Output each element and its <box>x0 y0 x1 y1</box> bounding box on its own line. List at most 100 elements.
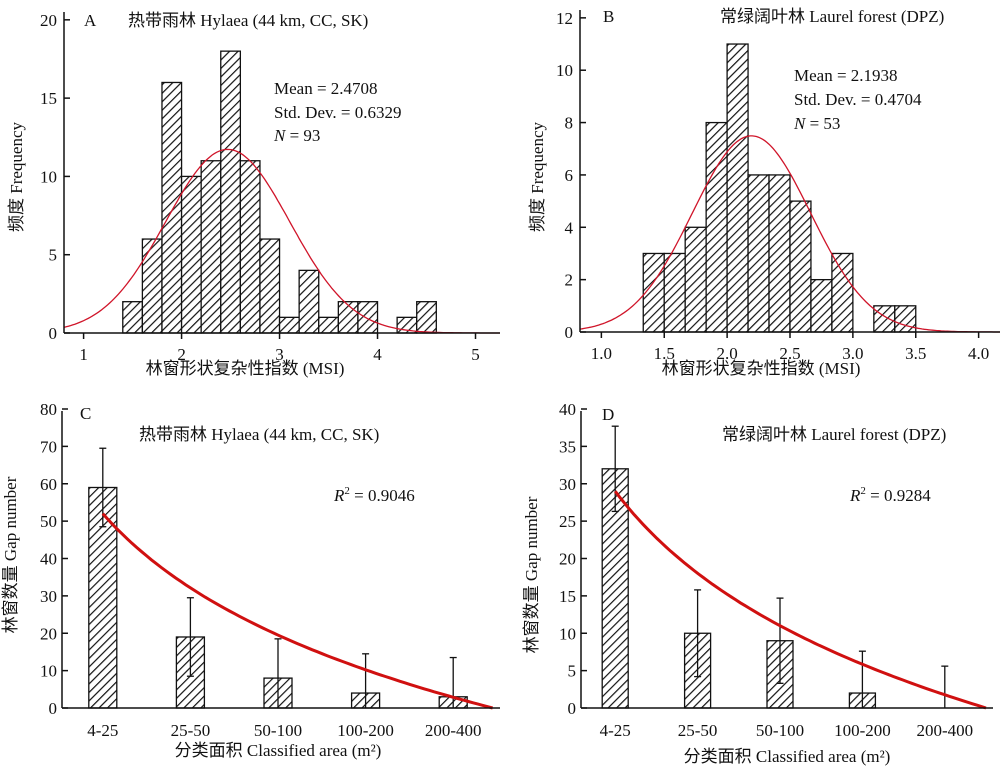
panel-a-bar <box>416 301 437 334</box>
panel-d-x-tick-label: 50-100 <box>756 721 804 740</box>
panel-b-bar <box>747 174 770 333</box>
panel-c-x-tick-label: 200-400 <box>425 721 482 740</box>
panel-a-histogram: 频度 Frequency 林窗形状复杂性指数 (MSI) A 热带雨林 Hyla… <box>7 11 500 378</box>
panel-a-bar <box>141 238 163 334</box>
panel-a-ylabel: 频度 Frequency <box>7 122 26 233</box>
panel-c-bar-chart: 林窗数量 Gap number 分类面积 Classified area (m²… <box>1 400 500 760</box>
panel-d-y-tick-label: 10 <box>559 624 576 643</box>
panel-d-r2-superscript: 2 <box>860 485 866 497</box>
panel-b-bar <box>642 252 665 333</box>
panel-d-x-tick-label: 200-400 <box>916 721 973 740</box>
panel-c-xlabel: 分类面积 Classified area (m²) <box>175 741 382 760</box>
panel-a-y-tick-label: 10 <box>40 167 57 186</box>
panel-d-y-tick-label: 40 <box>559 400 576 419</box>
panel-b-bar <box>894 305 917 333</box>
panel-c-y-tick-label: 0 <box>49 699 58 718</box>
panel-a-mean: Mean = 2.4708 <box>274 79 378 98</box>
panel-d-y-tick-label: 30 <box>559 475 576 494</box>
panel-c-ylabel: 林窗数量 Gap number <box>1 476 20 633</box>
panel-d-r2: R2 = 0.9284 <box>849 485 931 505</box>
panel-b-n-symbol: N <box>793 114 807 133</box>
panel-a-n: N = 93 <box>273 126 320 145</box>
panel-a-bar <box>239 160 261 334</box>
panel-a-letter: A <box>84 11 97 30</box>
panel-c-y-tick-label: 50 <box>40 512 57 531</box>
panel-c-x-tick-label: 50-100 <box>254 721 302 740</box>
panel-a-x-tick-label: 5 <box>471 345 480 364</box>
panel-b-x-tick-label: 2.0 <box>717 344 738 363</box>
panel-b-y-tick-label: 6 <box>565 166 574 185</box>
panel-d-y-tick-label: 20 <box>559 550 576 569</box>
panel-b-x-tick-label: 3.5 <box>905 344 926 363</box>
panel-b-bar <box>810 278 833 333</box>
panel-d-bar-chart: 林窗数量 Gap number 分类面积 Classified area (m²… <box>522 400 993 766</box>
panel-d-x-tick-label: 25-50 <box>678 721 718 740</box>
panel-d-y-tick-label: 0 <box>568 699 577 718</box>
panel-d-title: 常绿阔叶林 Laurel forest (DPZ) <box>722 425 946 444</box>
panel-b-x-tick-label: 4.0 <box>968 344 989 363</box>
panel-b-normal-curve <box>579 135 1000 333</box>
panel-c-x-tick-label: 4-25 <box>87 721 118 740</box>
panel-c-trend-line <box>101 512 493 710</box>
panel-d-ylabel: 林窗数量 Gap number <box>522 496 541 653</box>
panel-b-x-tick-label: 3.0 <box>842 344 863 363</box>
panel-a-x-tick-label: 1 <box>79 345 88 364</box>
panel-a-bar <box>278 316 300 334</box>
panel-d-r2-value: = 0.9284 <box>866 486 931 505</box>
panel-c-title: 热带雨林 Hylaea (44 km, CC, SK) <box>139 425 379 444</box>
panel-b-y-tick-label: 8 <box>565 114 574 133</box>
panel-c-r2-value: = 0.9046 <box>350 486 415 505</box>
panel-d-y-tick-label: 35 <box>559 437 576 456</box>
panel-a-n-value: = 93 <box>285 126 320 145</box>
panel-a-xlabel: 林窗形状复杂性指数 (MSI) <box>146 359 345 378</box>
panel-c-y-tick-label: 30 <box>40 587 57 606</box>
panel-b-bar <box>684 226 707 333</box>
panel-c-y-tick-label: 80 <box>40 400 57 419</box>
panel-b-x-tick-label: 1.5 <box>654 344 675 363</box>
panel-b-bar <box>831 252 854 333</box>
panel-d-y-tick-label: 5 <box>568 662 577 681</box>
panel-c-y-tick-label: 40 <box>40 550 57 569</box>
panel-a-x-tick-label: 4 <box>373 345 382 364</box>
panel-c-y-tick-label: 20 <box>40 624 57 643</box>
panel-d-trend-line <box>614 490 987 710</box>
panel-a-title: 热带雨林 Hylaea (44 km, CC, SK) <box>128 11 368 30</box>
panel-b-y-tick-label: 0 <box>565 323 574 342</box>
panel-c-letter: C <box>80 404 91 423</box>
panel-a-bar <box>180 175 202 334</box>
panel-c-y-tick-label: 10 <box>40 662 57 681</box>
panel-b-title: 常绿阔叶林 Laurel forest (DPZ) <box>720 7 944 26</box>
panel-a-bar <box>318 316 339 334</box>
panel-a-x-tick-label: 3 <box>275 345 284 364</box>
panel-a-y-tick-label: 0 <box>49 324 58 343</box>
panel-b-x-tick-label: 1.0 <box>591 344 612 363</box>
panel-b-letter: B <box>603 7 614 26</box>
panel-a-bar <box>357 301 379 334</box>
panel-c-y-tick-label: 70 <box>40 437 57 456</box>
panel-b-bar <box>789 200 812 333</box>
panel-a-y-tick-label: 20 <box>40 11 57 30</box>
panel-b-ylabel: 频度 Frequency <box>528 122 547 233</box>
panel-b-histogram: 频度 Frequency 林窗形状复杂性指数 (MSI) B 常绿阔叶林 Lau… <box>528 7 1000 378</box>
panel-a-y-tick-label: 5 <box>49 246 58 265</box>
panel-d-y-tick-label: 25 <box>559 512 576 531</box>
panel-b-y-tick-label: 10 <box>556 61 573 80</box>
panel-b-bar <box>726 43 749 333</box>
panel-a-y-tick-label: 15 <box>40 89 57 108</box>
panel-c-y-tick-label: 60 <box>40 475 57 494</box>
panel-a-sd: Std. Dev. = 0.6329 <box>274 103 401 122</box>
panel-b-sd: Std. Dev. = 0.4704 <box>794 90 922 109</box>
panel-b-y-tick-label: 12 <box>556 9 573 28</box>
panel-a-bar <box>200 160 222 334</box>
panel-d-x-tick-label: 4-25 <box>600 721 631 740</box>
panel-d-letter: D <box>602 405 614 424</box>
panel-c-x-tick-label: 25-50 <box>171 721 211 740</box>
panel-c-x-tick-label: 100-200 <box>337 721 394 740</box>
panel-b-bar <box>663 252 686 333</box>
panel-a-bar <box>122 301 144 334</box>
panel-a-bar <box>161 81 183 334</box>
panel-b-n: N = 53 <box>793 114 840 133</box>
panel-b-bar <box>873 305 896 333</box>
panel-a-x-tick-label: 2 <box>177 345 186 364</box>
panel-a-bar <box>220 50 242 334</box>
